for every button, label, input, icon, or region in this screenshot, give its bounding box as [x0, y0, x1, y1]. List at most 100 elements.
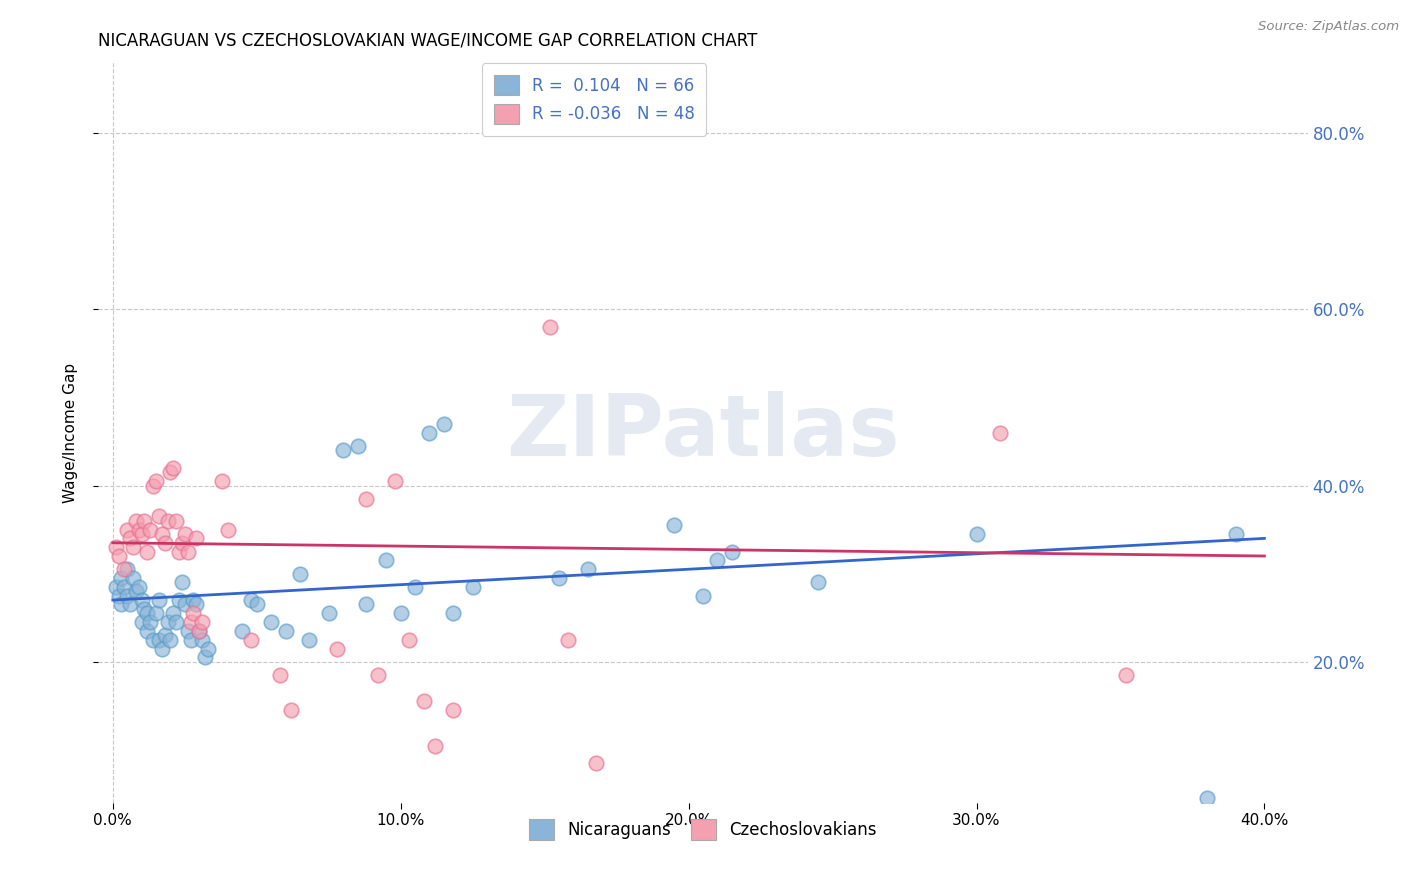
Point: [167, 593, 190, 607]
Point: [162, 461, 184, 475]
Text: NICARAGUAN VS CZECHOSLOVAKIAN WAGE/INCOME GAP CORRELATION CHART: NICARAGUAN VS CZECHOSLOVAKIAN WAGE/INCOM…: [98, 32, 758, 50]
Point: [197, 641, 219, 656]
Point: [354, 491, 377, 506]
Point: [134, 514, 156, 528]
Point: [148, 509, 170, 524]
Point: [180, 632, 202, 647]
Point: [153, 628, 176, 642]
Point: [176, 544, 198, 558]
Point: [433, 417, 456, 431]
Point: [367, 668, 389, 682]
Point: [807, 575, 830, 590]
Point: [966, 527, 988, 541]
Point: [128, 580, 150, 594]
Point: [110, 598, 132, 612]
Point: [346, 439, 368, 453]
Point: [217, 523, 239, 537]
Point: [180, 615, 202, 629]
Point: [142, 478, 165, 492]
Point: [107, 549, 129, 563]
Point: [706, 553, 728, 567]
Point: [585, 756, 607, 771]
Point: [186, 532, 208, 546]
Text: Source: ZipAtlas.com: Source: ZipAtlas.com: [1258, 20, 1399, 33]
Point: [153, 536, 176, 550]
Point: [159, 465, 181, 479]
Point: [280, 703, 302, 717]
Point: [274, 624, 297, 638]
Point: [441, 607, 464, 621]
Point: [246, 598, 269, 612]
Point: [148, 593, 170, 607]
Point: [176, 624, 198, 638]
Point: [159, 632, 181, 647]
Point: [131, 593, 153, 607]
Point: [664, 518, 686, 533]
Point: [115, 589, 138, 603]
Point: [131, 527, 153, 541]
Point: [145, 607, 167, 621]
Point: [1195, 791, 1218, 805]
Point: [122, 571, 145, 585]
Point: [125, 584, 148, 599]
Point: [1115, 668, 1137, 682]
Point: [231, 624, 253, 638]
Point: [104, 540, 127, 554]
Point: [156, 615, 179, 629]
Point: [188, 624, 211, 638]
Point: [557, 632, 579, 647]
Point: [131, 615, 153, 629]
Point: [418, 425, 440, 440]
Point: [412, 694, 434, 708]
Point: [384, 474, 406, 488]
Point: [269, 668, 291, 682]
Point: [191, 632, 214, 647]
Point: [186, 598, 208, 612]
Point: [170, 575, 193, 590]
Point: [139, 615, 162, 629]
Point: [142, 632, 165, 647]
Point: [112, 562, 135, 576]
Point: [548, 571, 571, 585]
Point: [988, 425, 1011, 440]
Point: [720, 544, 742, 558]
Point: [318, 607, 340, 621]
Point: [375, 553, 398, 567]
Point: [170, 536, 193, 550]
Point: [120, 532, 142, 546]
Point: [104, 580, 127, 594]
Point: [173, 598, 195, 612]
Point: [134, 602, 156, 616]
Point: [125, 514, 148, 528]
Point: [326, 641, 349, 656]
Point: [194, 650, 217, 665]
Point: [136, 544, 159, 558]
Point: [398, 632, 420, 647]
Point: [404, 580, 426, 594]
Point: [183, 607, 205, 621]
Point: [297, 632, 319, 647]
Point: [576, 562, 599, 576]
Point: [150, 527, 173, 541]
Point: [136, 607, 159, 621]
Y-axis label: Wage/Income Gap: Wage/Income Gap: [63, 362, 77, 503]
Point: [191, 615, 214, 629]
Point: [173, 527, 195, 541]
Text: ZIPatlas: ZIPatlas: [506, 391, 900, 475]
Point: [332, 443, 354, 458]
Point: [240, 632, 263, 647]
Point: [188, 624, 211, 638]
Point: [145, 474, 167, 488]
Point: [461, 580, 484, 594]
Point: [120, 598, 142, 612]
Point: [1225, 527, 1247, 541]
Point: [240, 593, 263, 607]
Point: [165, 514, 187, 528]
Point: [112, 580, 135, 594]
Point: [354, 598, 377, 612]
Point: [389, 607, 412, 621]
Point: [148, 632, 170, 647]
Point: [136, 624, 159, 638]
Point: [128, 523, 150, 537]
Point: [165, 615, 187, 629]
